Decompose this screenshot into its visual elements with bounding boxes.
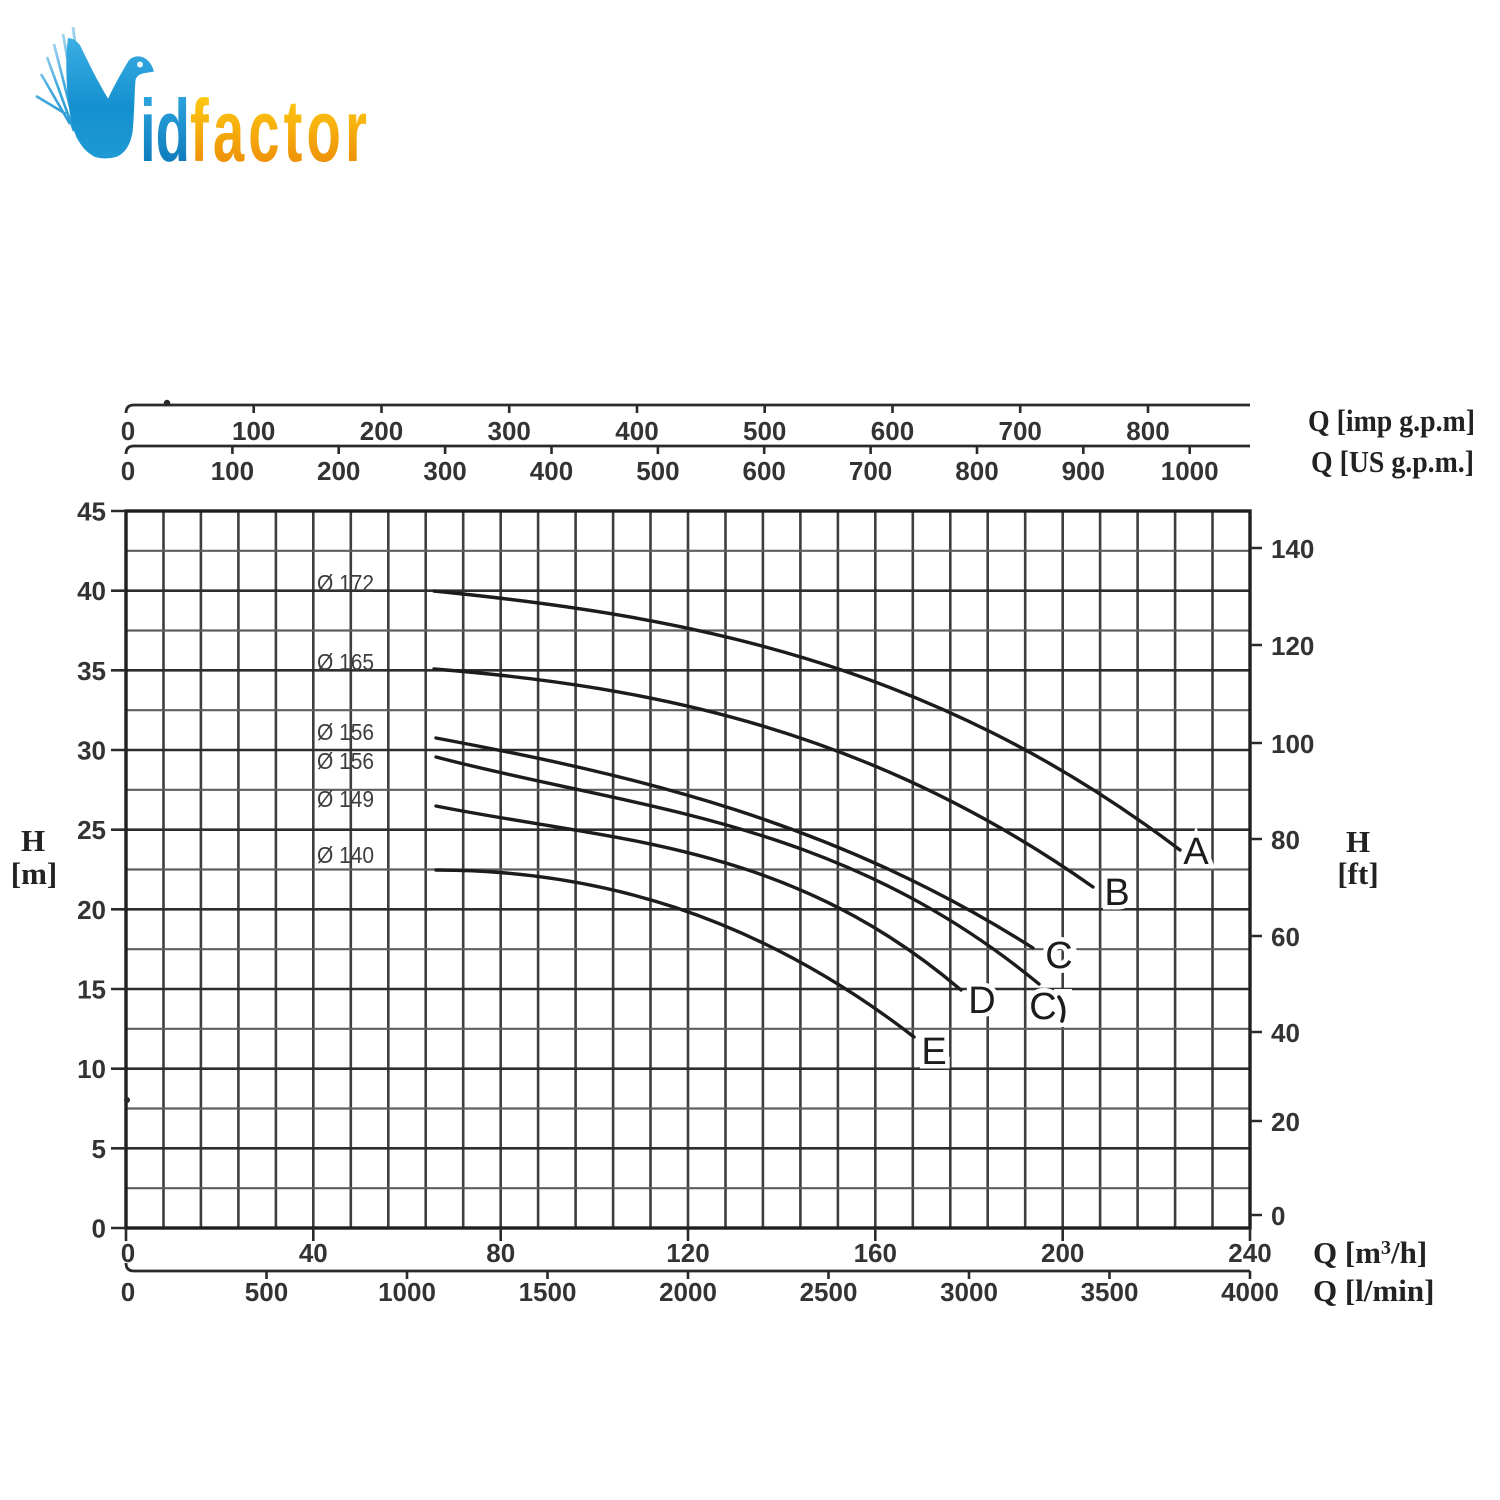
svg-text:1000: 1000 <box>378 1277 436 1307</box>
svg-text:0: 0 <box>121 456 135 486</box>
svg-text:240: 240 <box>1228 1238 1271 1268</box>
svg-text:0: 0 <box>1271 1201 1285 1231</box>
svg-text:40: 40 <box>1271 1018 1300 1048</box>
svg-text:0: 0 <box>121 416 135 446</box>
svg-text:E: E <box>921 1031 946 1073</box>
svg-text:1500: 1500 <box>519 1277 577 1307</box>
svg-text:20: 20 <box>77 895 106 925</box>
svg-text:Ø 165: Ø 165 <box>317 649 374 675</box>
svg-text:C: C <box>1045 935 1072 977</box>
svg-text:0: 0 <box>121 1238 135 1268</box>
svg-text:300: 300 <box>423 456 466 486</box>
svg-text:30: 30 <box>77 736 106 766</box>
svg-text:1000: 1000 <box>1161 456 1219 486</box>
svg-text:20: 20 <box>1271 1107 1300 1137</box>
svg-text:200: 200 <box>360 416 403 446</box>
svg-text:600: 600 <box>743 456 786 486</box>
svg-text:3000: 3000 <box>940 1277 998 1307</box>
svg-text:60: 60 <box>1271 922 1300 952</box>
svg-text:A: A <box>1183 831 1209 873</box>
svg-text:id: id <box>140 81 190 180</box>
svg-text:500: 500 <box>636 456 679 486</box>
svg-text:H: H <box>1346 824 1370 859</box>
svg-text:120: 120 <box>666 1238 709 1268</box>
svg-text:2000: 2000 <box>659 1277 717 1307</box>
svg-text:40: 40 <box>299 1238 328 1268</box>
svg-text:factor: factor <box>190 81 371 180</box>
svg-text:D: D <box>968 980 995 1022</box>
svg-text:[ft]: [ft] <box>1337 856 1378 891</box>
svg-text:80: 80 <box>1271 825 1300 855</box>
svg-text:Ø 149: Ø 149 <box>317 786 374 812</box>
svg-text:Ø 172: Ø 172 <box>317 570 374 596</box>
svg-text:40: 40 <box>77 576 106 606</box>
svg-text:0: 0 <box>92 1214 106 1244</box>
svg-text:C: C <box>1029 986 1056 1028</box>
svg-text:Q [US g.p.m.]: Q [US g.p.m.] <box>1311 444 1474 479</box>
svg-text:25: 25 <box>77 815 106 845</box>
svg-text:160: 160 <box>854 1238 897 1268</box>
svg-text:100: 100 <box>211 456 254 486</box>
svg-text:100: 100 <box>1271 729 1314 759</box>
svg-text:800: 800 <box>955 456 998 486</box>
svg-text:500: 500 <box>245 1277 288 1307</box>
svg-text:10: 10 <box>77 1054 106 1084</box>
svg-text:Q [imp g.p.m]: Q [imp g.p.m] <box>1308 403 1475 438</box>
svg-text:Ø 156: Ø 156 <box>317 748 374 774</box>
svg-text:[m]: [m] <box>11 856 57 891</box>
svg-text:Q [m3/h]: Q [m3/h] <box>1313 1235 1427 1270</box>
svg-text:140: 140 <box>1271 534 1314 564</box>
svg-text:700: 700 <box>999 416 1042 446</box>
svg-text:Ø 156: Ø 156 <box>317 719 374 745</box>
svg-text:3500: 3500 <box>1081 1277 1139 1307</box>
svg-text:600: 600 <box>871 416 914 446</box>
svg-text:15: 15 <box>77 975 106 1005</box>
svg-text:Q [l/min]: Q [l/min] <box>1313 1273 1434 1308</box>
svg-text:4000: 4000 <box>1221 1277 1279 1307</box>
svg-text:400: 400 <box>530 456 573 486</box>
svg-text:H: H <box>21 823 45 858</box>
svg-text:2500: 2500 <box>800 1277 858 1307</box>
svg-text:200: 200 <box>1041 1238 1084 1268</box>
svg-text:5: 5 <box>92 1134 106 1164</box>
svg-text:45: 45 <box>77 497 106 527</box>
svg-text:900: 900 <box>1062 456 1105 486</box>
svg-text:700: 700 <box>849 456 892 486</box>
svg-text:800: 800 <box>1126 416 1169 446</box>
svg-text:0: 0 <box>121 1277 135 1307</box>
svg-text:80: 80 <box>486 1238 515 1268</box>
svg-text:200: 200 <box>317 456 360 486</box>
svg-text:Ø 140: Ø 140 <box>317 842 374 868</box>
svg-text:300: 300 <box>488 416 531 446</box>
svg-text:100: 100 <box>232 416 275 446</box>
svg-text:400: 400 <box>615 416 658 446</box>
svg-text:120: 120 <box>1271 631 1314 661</box>
svg-text:B: B <box>1104 872 1129 914</box>
svg-text:35: 35 <box>77 656 106 686</box>
svg-text:500: 500 <box>743 416 786 446</box>
